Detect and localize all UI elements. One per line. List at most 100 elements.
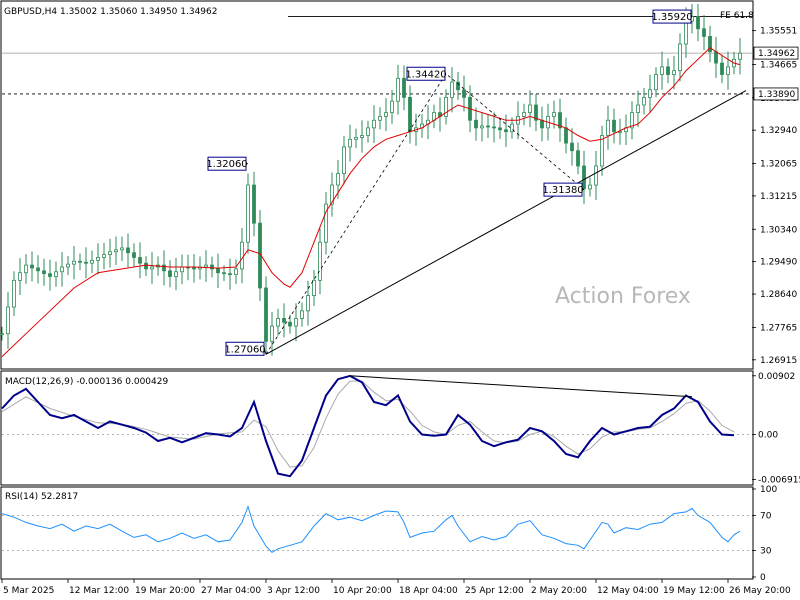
candle-body [144,262,148,270]
candle-body [324,203,328,243]
candle-body [18,272,22,281]
level-label: 1.33890 [758,90,795,100]
candle-body [36,267,40,272]
candle-body [210,264,214,270]
candle-body [588,184,592,190]
candle-body [654,74,658,91]
candle-body [336,173,340,186]
rsi-plot-group [1,505,752,554]
candle-body [522,112,526,117]
price-y-tick-label: 1.35551 [760,27,797,37]
candle-body [660,66,664,75]
candle-body [228,273,232,276]
candle-body [162,264,166,272]
candle-body [510,123,514,133]
candle-body [702,28,706,37]
candle-body [282,318,286,323]
candle-body [252,184,256,224]
candle-body [318,241,322,281]
point-label-box [543,182,583,197]
candle-body [84,261,88,264]
candle-body [636,104,640,114]
price-y-tick-label: 1.29490 [760,258,797,268]
candle-body [396,77,400,102]
candle-body [330,184,334,205]
candle-body [456,81,460,91]
candle-body [648,89,652,98]
candle-body [204,264,208,268]
candle-body [168,270,172,277]
fe-label: FE 61.8 [720,11,754,21]
rsi-line [1,505,741,554]
point-label-box [207,156,247,171]
price-y-tick-label: 1.31215 [760,192,797,202]
candle-body [594,165,598,186]
macd-plot-group [1,374,752,478]
candle-body [390,100,394,114]
candle-body [78,260,82,263]
candle-body [726,66,730,75]
macd-trendline [349,375,693,398]
candle-body [450,81,454,98]
candle-body [402,77,406,98]
candle-body [384,112,388,117]
candle-body [174,271,178,277]
candle-body [738,52,742,60]
candle-body [354,137,358,140]
price-y-tick-label: 1.26915 [760,356,797,366]
rsi-y-tick-label: 70 [760,511,772,521]
candle-body [294,318,298,327]
x-tick-label: 19 Mar 20:00 [135,586,195,596]
price-y-tick-label: 1.27765 [760,323,797,333]
price-panel-frame [0,0,754,370]
candle-body [312,279,316,296]
x-tick-label: 12 May 04:00 [597,586,659,596]
candle-body [708,35,712,53]
candle-body [138,257,142,264]
candle-body [552,112,556,117]
candle-body [90,259,94,264]
candle-body [288,321,292,327]
candle-body [480,125,484,129]
rsi-y-tick-label: 30 [760,547,772,557]
point-label-text: 1.32060 [206,159,247,170]
candle-body [192,267,196,270]
macd-y-tick-label: 0.00902 [758,372,795,382]
point-label-text: 1.34420 [405,69,446,80]
candle-body [360,135,364,138]
candle-body [120,247,124,251]
candle-body [132,252,136,258]
price-y-tick-label: 1.34665 [760,60,797,70]
candle-body [540,119,544,129]
candle-body [558,112,562,129]
support-trendline [265,90,747,355]
candle-body [96,257,100,261]
symbol-info: GBPUSD,H4 1.35002 1.35060 1.34950 1.3496… [4,7,217,17]
candle-body [408,96,412,133]
candle-body [714,51,718,64]
candle-body [498,127,502,131]
candle-body [606,119,610,136]
candle-body [600,135,604,167]
current-price-box [753,46,799,60]
candle-body [366,127,370,136]
candle-body [570,142,574,152]
candle-body [378,116,382,121]
candle-body [672,70,676,75]
candle-body [6,306,10,335]
candle-body [222,272,226,275]
price-y-tick-label: 1.32940 [760,126,797,136]
candle-body [486,125,490,128]
candle-body [12,279,16,308]
macd-header: MACD(12,26,9) -0.000136 0.000429 [5,377,168,387]
candle-body [114,249,118,253]
candle-body [102,254,106,258]
candle-body [504,129,508,133]
axis-labels-group: 1.355511.346651.337901.329401.320651.312… [1,27,800,596]
candle-body [576,150,580,167]
candle-body [234,268,238,276]
candle-body [678,43,682,72]
candle-body [30,264,34,269]
x-tick-label: 12 Mar 12:00 [69,586,129,596]
